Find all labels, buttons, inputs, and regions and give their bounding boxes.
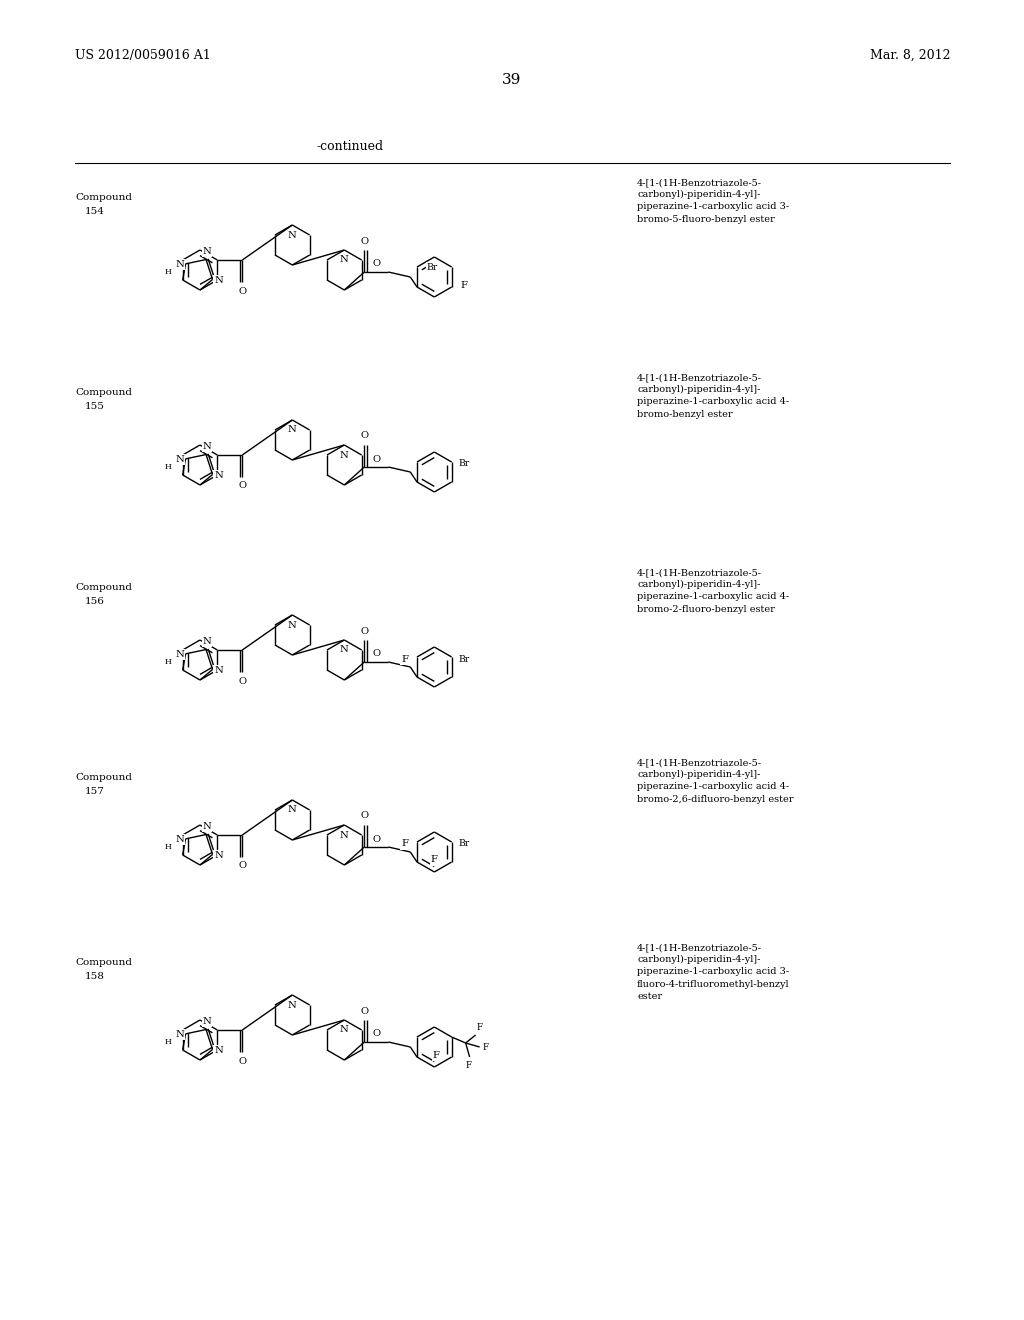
Text: N: N <box>340 450 349 459</box>
Text: N: N <box>175 651 184 660</box>
Text: 4-[1-(1H-Benzotriazole-5-
carbonyl)-piperidin-4-yl]-
piperazine-1-carboxylic aci: 4-[1-(1H-Benzotriazole-5- carbonyl)-pipe… <box>637 374 790 418</box>
Text: 158: 158 <box>85 972 104 981</box>
Text: O: O <box>239 1056 247 1065</box>
Text: Br: Br <box>458 840 469 849</box>
Text: 4-[1-(1H-Benzotriazole-5-
carbonyl)-piperidin-4-yl]-
piperazine-1-carboxylic aci: 4-[1-(1H-Benzotriazole-5- carbonyl)-pipe… <box>637 568 790 614</box>
Text: N: N <box>340 256 349 264</box>
Text: 4-[1-(1H-Benzotriazole-5-
carbonyl)-piperidin-4-yl]-
piperazine-1-carboxylic aci: 4-[1-(1H-Benzotriazole-5- carbonyl)-pipe… <box>637 758 794 804</box>
Text: F: F <box>401 840 409 849</box>
Text: N: N <box>175 260 184 269</box>
Text: Br: Br <box>458 655 469 664</box>
Text: N: N <box>203 1016 211 1026</box>
Text: H: H <box>165 463 172 471</box>
Text: 154: 154 <box>85 207 104 216</box>
Text: H: H <box>165 843 172 851</box>
Text: F: F <box>433 1051 440 1060</box>
Text: N: N <box>214 276 223 285</box>
Text: N: N <box>288 620 297 630</box>
Text: Mar. 8, 2012: Mar. 8, 2012 <box>869 49 950 62</box>
Text: Compound: Compound <box>75 958 132 968</box>
Text: O: O <box>239 862 247 870</box>
Text: O: O <box>360 812 369 821</box>
Text: O: O <box>360 432 369 441</box>
Text: N: N <box>288 1001 297 1010</box>
Text: US 2012/0059016 A1: US 2012/0059016 A1 <box>75 49 211 62</box>
Text: O: O <box>373 1030 380 1039</box>
Text: Compound: Compound <box>75 583 132 591</box>
Text: F: F <box>431 855 438 865</box>
Text: H: H <box>165 657 172 665</box>
Text: F: F <box>466 1060 472 1069</box>
Text: -continued: -continued <box>316 140 384 153</box>
Text: O: O <box>239 676 247 685</box>
Text: N: N <box>340 645 349 655</box>
Text: N: N <box>214 1045 223 1055</box>
Text: O: O <box>360 627 369 635</box>
Text: N: N <box>175 455 184 465</box>
Text: N: N <box>340 830 349 840</box>
Text: 156: 156 <box>85 597 104 606</box>
Text: O: O <box>373 834 380 843</box>
Text: O: O <box>239 482 247 491</box>
Text: N: N <box>203 822 211 832</box>
Text: 4-[1-(1H-Benzotriazole-5-
carbonyl)-piperidin-4-yl]-
piperazine-1-carboxylic aci: 4-[1-(1H-Benzotriazole-5- carbonyl)-pipe… <box>637 942 790 1001</box>
Text: O: O <box>239 286 247 296</box>
Text: N: N <box>214 471 223 480</box>
Text: 4-[1-(1H-Benzotriazole-5-
carbonyl)-piperidin-4-yl]-
piperazine-1-carboxylic aci: 4-[1-(1H-Benzotriazole-5- carbonyl)-pipe… <box>637 178 790 223</box>
Text: F: F <box>476 1023 482 1031</box>
Text: F: F <box>460 281 467 289</box>
Text: F: F <box>401 655 409 664</box>
Text: N: N <box>175 1031 184 1039</box>
Text: N: N <box>288 425 297 434</box>
Text: O: O <box>373 454 380 463</box>
Text: O: O <box>360 1006 369 1015</box>
Text: N: N <box>175 836 184 845</box>
Text: N: N <box>288 805 297 814</box>
Text: N: N <box>340 1026 349 1035</box>
Text: N: N <box>203 247 211 256</box>
Text: O: O <box>373 260 380 268</box>
Text: 39: 39 <box>503 73 521 87</box>
Text: N: N <box>214 667 223 675</box>
Text: Compound: Compound <box>75 388 132 397</box>
Text: Br: Br <box>427 263 438 272</box>
Text: N: N <box>203 442 211 451</box>
Text: H: H <box>165 1038 172 1045</box>
Text: N: N <box>214 851 223 859</box>
Text: N: N <box>203 638 211 645</box>
Text: F: F <box>482 1043 488 1052</box>
Text: N: N <box>288 231 297 239</box>
Text: 155: 155 <box>85 403 104 411</box>
Text: O: O <box>373 649 380 659</box>
Text: 157: 157 <box>85 787 104 796</box>
Text: Compound: Compound <box>75 774 132 781</box>
Text: H: H <box>165 268 172 276</box>
Text: Compound: Compound <box>75 193 132 202</box>
Text: Br: Br <box>458 459 469 469</box>
Text: O: O <box>360 236 369 246</box>
